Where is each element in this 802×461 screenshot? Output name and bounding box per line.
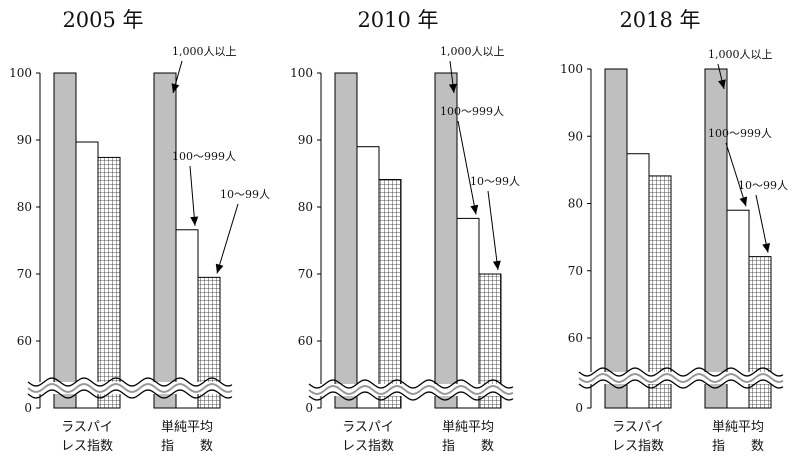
bar [434,72,458,409]
y-tick-label: 80 [298,200,313,214]
y-tick-label: 100 [560,62,583,76]
y-tick-label: 90 [298,133,313,147]
category-label: レス指数 [342,439,394,454]
bar [478,273,502,409]
y-tick-label: 90 [568,129,583,143]
annotation-arrowhead [762,243,771,253]
axis-break-line [308,379,514,389]
bar [153,72,177,409]
annotation-arrowhead [190,216,199,226]
bar [704,68,728,409]
chart-title: 2005 年 [62,8,143,32]
y-tick-label: 100 [290,66,313,80]
bar [604,68,628,409]
category-label: 単純平均 [712,419,764,435]
axis-break-line [308,391,514,401]
annotation-arrowhead [492,260,501,270]
annotation-arrow [216,203,239,274]
bar [75,141,99,409]
annotation-arrow [189,165,196,226]
series-annotation: 1,000人以上 [172,45,237,58]
bar [334,72,358,409]
y-tick-label: 0 [575,401,583,415]
bar [53,72,77,409]
annotation-arrow [457,120,477,215]
axis-break-line [27,377,233,387]
y-tick-label: 60 [17,334,32,348]
category-label: 単純平均 [161,419,213,435]
y-tick-label: 0 [24,401,32,415]
y-tick-label: 80 [17,200,32,214]
y-tick-label: 90 [17,133,32,147]
annotation-arrowhead [718,79,726,89]
annotation-arrow [487,190,499,271]
category-label: 指 数 [161,439,213,454]
axis-break-line [578,367,784,377]
series-annotation: 1,000人以上 [440,45,505,58]
bar [197,276,221,409]
bar [648,175,672,409]
category-label: ラスパイ [61,420,113,435]
series-annotation: 10～99人 [220,188,270,201]
category-label: 指 数 [712,439,764,454]
bar [748,256,772,409]
y-tick-label: 80 [568,197,583,211]
category-label: レス指数 [61,439,113,454]
y-tick-label: 100 [9,66,32,80]
y-tick-label: 0 [305,401,313,415]
axis-break-line [578,379,784,389]
category-label: 指 数 [442,439,494,454]
y-tick-label: 60 [298,334,313,348]
y-tick-label: 70 [568,264,583,278]
annotation-arrow [725,142,747,207]
annotation-arrowhead [215,263,224,274]
series-annotation: 100～999人 [440,105,504,118]
annotation-arrow [755,194,769,253]
series-annotation: 100～999人 [708,127,772,140]
annotation-arrowhead [739,196,748,207]
axis-break-shade [27,382,233,394]
y-tick-label: 70 [17,267,32,281]
annotation-arrowhead [448,83,457,93]
axis-break-shade [308,384,514,396]
series-annotation: 1,000人以上 [708,48,773,61]
axis-break-line [27,389,233,399]
category-label: 単純平均 [442,419,494,435]
bar [97,156,121,409]
category-label: ラスパイ [612,420,664,435]
annotation-arrowhead [470,204,479,215]
bar [356,146,380,409]
chart-title: 2018 年 [619,8,700,32]
chart-title: 2010 年 [357,8,438,32]
series-annotation: 10～99人 [738,179,788,192]
bar [378,179,402,409]
y-tick-label: 70 [298,267,313,281]
series-annotation: 10～99人 [470,175,520,188]
category-label: ラスパイ [342,420,394,435]
annotation-arrowhead [171,83,180,93]
category-label: レス指数 [612,439,664,454]
y-tick-label: 60 [568,331,583,345]
axis-break-shade [578,372,784,384]
series-annotation: 100～999人 [172,150,236,163]
